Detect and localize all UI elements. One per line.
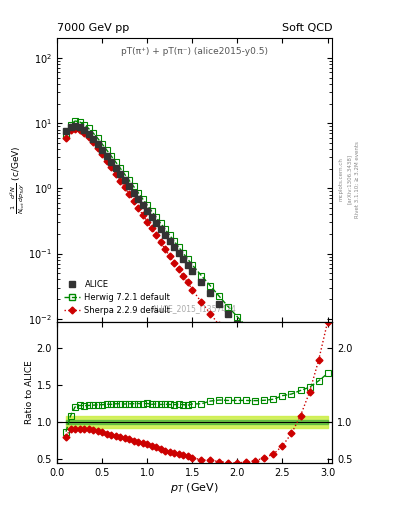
X-axis label: $p_T$ (GeV): $p_T$ (GeV)	[170, 481, 219, 495]
Text: Soft QCD: Soft QCD	[282, 23, 332, 33]
Legend: ALICE, Herwig 7.2.1 default, Sherpa 2.2.9 default: ALICE, Herwig 7.2.1 default, Sherpa 2.2.…	[61, 277, 173, 317]
Text: [arXiv:1306.3438]: [arXiv:1306.3438]	[347, 154, 351, 204]
Text: ALICE_2015_I1357424: ALICE_2015_I1357424	[152, 304, 237, 313]
Text: Rivet 3.1.10; ≥ 3.2M events: Rivet 3.1.10; ≥ 3.2M events	[354, 141, 359, 218]
Text: pT(π⁺) + pT(π⁻) (alice2015-y0.5): pT(π⁺) + pT(π⁻) (alice2015-y0.5)	[121, 47, 268, 56]
Y-axis label: $\frac{1}{N_{tot}} \frac{d^2N}{dp_{Td}y}$ (c/GeV): $\frac{1}{N_{tot}} \frac{d^2N}{dp_{Td}y}…	[9, 146, 27, 215]
Text: mcplots.cern.ch: mcplots.cern.ch	[339, 157, 343, 201]
Y-axis label: Ratio to ALICE: Ratio to ALICE	[25, 360, 34, 424]
Text: 7000 GeV pp: 7000 GeV pp	[57, 23, 129, 33]
